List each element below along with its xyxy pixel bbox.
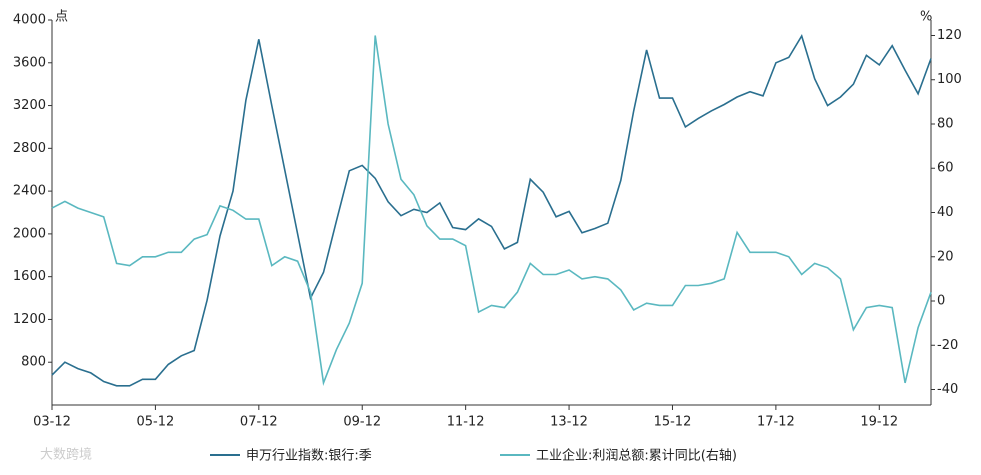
- legend-label: 工业企业:利润总额:累计同比(右轴): [536, 448, 737, 464]
- x-tick-label: 19-12: [860, 415, 898, 430]
- y-tick-label: 4000: [13, 13, 46, 28]
- legend-label: 申万行业指数:银行:季: [246, 449, 372, 464]
- x-tick-label: 07-12: [240, 415, 278, 430]
- y-tick-label: 2000: [13, 226, 46, 241]
- y2-tick-label: -20: [937, 338, 958, 353]
- x-tick-label: 15-12: [654, 415, 692, 430]
- y-tick-label: 3200: [13, 98, 46, 113]
- series-line: [51, 35, 932, 387]
- series-line: [51, 34, 932, 387]
- y-tick-label: 800: [21, 355, 46, 370]
- x-tick-label: 13-12: [550, 415, 588, 430]
- x-tick-label: 03-12: [33, 415, 71, 430]
- y2-tick-label: -40: [937, 382, 958, 397]
- watermark: 大数跨境: [40, 448, 92, 463]
- x-tick-label: 05-12: [137, 415, 175, 430]
- y2-tick-label: 80: [937, 116, 954, 131]
- y2-tick-label: 20: [937, 249, 954, 264]
- y2-tick-label: 120: [937, 28, 962, 43]
- y-unit: 点: [55, 10, 68, 25]
- y2-tick-label: 40: [937, 205, 954, 220]
- y2-tick-label: 100: [937, 72, 962, 87]
- x-tick-label: 09-12: [343, 415, 381, 430]
- y2-unit: %: [920, 10, 932, 25]
- y-tick-label: 1600: [13, 269, 46, 284]
- x-tick-label: 11-12: [447, 415, 485, 430]
- x-tick-label: 17-12: [757, 415, 795, 430]
- y-tick-label: 1200: [13, 312, 46, 327]
- y2-tick-label: 0: [937, 294, 945, 309]
- y2-tick-label: 60: [937, 161, 954, 176]
- y-tick-label: 3600: [13, 55, 46, 70]
- y-tick-label: 2800: [13, 141, 46, 156]
- y-tick-label: 2400: [13, 184, 46, 199]
